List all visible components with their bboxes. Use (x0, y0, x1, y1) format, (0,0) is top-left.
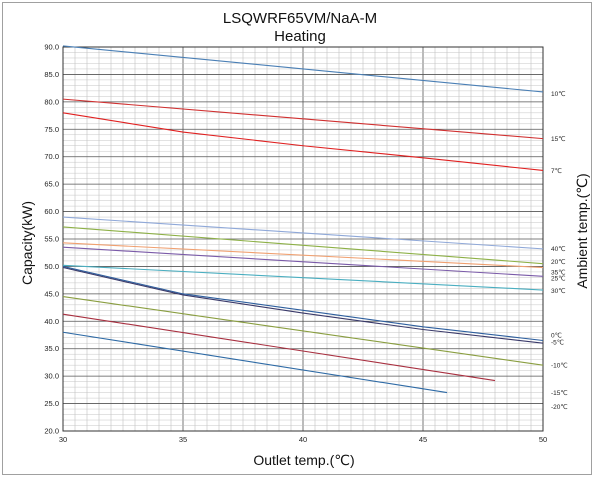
series-label: 20℃ (551, 258, 566, 266)
y-tick-label: 40.0 (44, 317, 59, 326)
y-tick-label: 20.0 (44, 427, 59, 436)
x-tick-label: 50 (539, 435, 547, 444)
y-tick-label: 65.0 (44, 180, 59, 189)
series-label: 7℃ (551, 167, 562, 175)
y-tick-label: 45.0 (44, 289, 59, 298)
y-tick-label: 60.0 (44, 207, 59, 216)
series-line (62, 266, 544, 344)
series-labels: 10℃ 15℃ 7℃ 40℃ 20℃ 35℃25℃ 30℃ 0℃-5℃ -10℃ -15℃ -20℃ (551, 90, 568, 411)
series-line (62, 216, 544, 250)
series-line (62, 265, 544, 342)
series-line (62, 45, 544, 93)
series-label: 15℃ (551, 135, 566, 143)
chart-title: LSQWRF65VM/NaA-M (223, 10, 377, 27)
series-label: 30℃ (551, 287, 566, 295)
y-tick-label: 55.0 (44, 235, 59, 244)
series-label: -15℃ (551, 389, 568, 397)
x-axis-label: Outlet temp.(℃) (253, 452, 354, 468)
tick-labels: 30 35 40 45 50 20.0 25.0 30.0 35.0 40.0 45.0 50.0 55… (44, 43, 547, 445)
y-tick-label: 75.0 (44, 125, 59, 134)
series-line (62, 98, 544, 140)
right-axis-label: Ambient temp.(℃) (574, 173, 590, 288)
series-line (62, 331, 448, 394)
series-line (62, 112, 544, 171)
line-chart: LSQWRF65VM/NaA-M Heating Outlet temp.(℃)… (19, 10, 590, 468)
series-line (62, 264, 544, 291)
series-line (62, 226, 544, 265)
series-label: -5℃ (551, 339, 564, 347)
x-tick-label: 30 (59, 435, 67, 444)
series-line (62, 313, 496, 382)
y-tick-label: 70.0 (44, 152, 59, 161)
series-label: 10℃ (551, 90, 566, 98)
y-tick-label: 35.0 (44, 344, 59, 353)
y-tick-label: 30.0 (44, 372, 59, 381)
plot-area (62, 46, 544, 432)
series-line (62, 246, 544, 277)
y-axis-label: Capacity(kW) (19, 201, 35, 285)
series-label: -10℃ (551, 362, 568, 370)
series-label: 35℃ (551, 268, 566, 276)
series-lines (62, 45, 544, 394)
plot-border (62, 46, 544, 432)
series-line (62, 242, 544, 269)
series-label: 25℃ (551, 274, 566, 282)
chart-subtitle: Heating (274, 28, 326, 45)
x-tick-label: 40 (299, 435, 307, 444)
y-tick-label: 90.0 (44, 43, 59, 52)
x-tick-label: 45 (419, 435, 427, 444)
series-label: 40℃ (551, 245, 566, 253)
y-tick-label: 25.0 (44, 399, 59, 408)
series-label: 0℃ (551, 332, 562, 340)
y-tick-label: 85.0 (44, 70, 59, 79)
x-tick-label: 35 (179, 435, 187, 444)
chart-frame: LSQWRF65VM/NaA-M Heating Outlet temp.(℃)… (2, 2, 592, 475)
y-tick-label: 80.0 (44, 97, 59, 106)
y-tick-label: 50.0 (44, 262, 59, 271)
series-label: -20℃ (551, 403, 568, 411)
series-line (62, 296, 544, 366)
